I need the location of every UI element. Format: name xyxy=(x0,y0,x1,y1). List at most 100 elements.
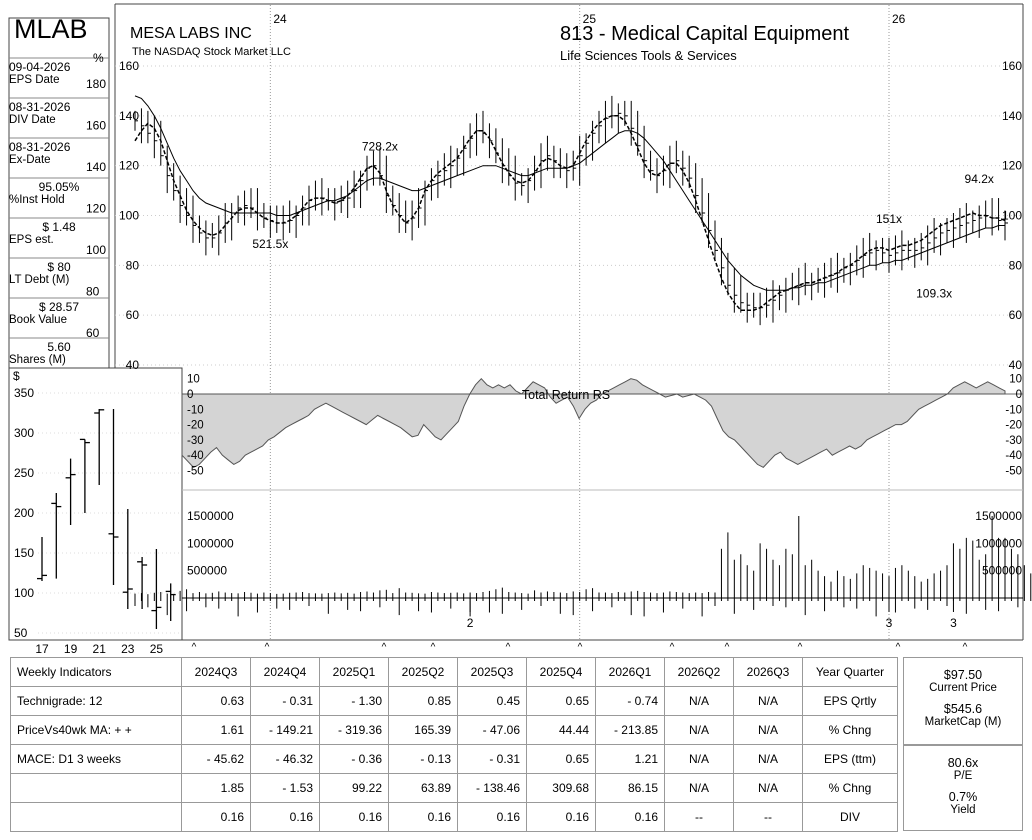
percent-axis-label: 80 xyxy=(86,285,100,299)
price-cap-box: $97.50 Current Price $545.6 MarketCap (M… xyxy=(903,657,1023,745)
indicator-value-cell: 2025Q2 xyxy=(388,657,458,687)
caret-marker: ^ xyxy=(506,642,511,653)
indicator-value-cell: 0.85 xyxy=(388,686,458,716)
indicator-value-cell: 2025Q3 xyxy=(457,657,527,687)
indicator-label-cell: Technigrade: 12 xyxy=(10,686,182,716)
annual-axis-label: 350 xyxy=(14,386,34,400)
price-axis-right-label: 160 xyxy=(1002,59,1022,73)
div-date: 08-31-2026 DIV Date xyxy=(9,100,71,127)
rs-axis-right-label: 10 xyxy=(1009,374,1022,386)
indicator-value-cell: 0.63 xyxy=(181,686,251,716)
dividend-yield: 0.7% xyxy=(948,790,978,804)
indicator-value-cell: - 138.46 xyxy=(457,773,527,803)
price-axis-left-label: 40 xyxy=(126,358,140,372)
volume-bars xyxy=(134,516,1032,617)
pe-annotation-label: 521.5x xyxy=(252,237,288,251)
indicator-value-cell: 2026Q3 xyxy=(733,657,803,687)
rs-axis-right-label: -10 xyxy=(1005,404,1022,416)
percent-axis-label: 120 xyxy=(86,202,106,216)
indicator-value-cell: 0.16 xyxy=(526,802,596,832)
indicator-value-cell: 2026Q2 xyxy=(664,657,734,687)
annual-axis-label: 100 xyxy=(14,586,34,600)
indicator-value-cell: 2026Q1 xyxy=(595,657,665,687)
chart-frames xyxy=(8,3,1024,641)
caret-marker: ^ xyxy=(431,642,436,653)
indicator-value-cell: 0.65 xyxy=(526,686,596,716)
indicator-row: Weekly Indicators 2024Q3 2024Q4 2025Q1 2025Q… xyxy=(10,657,898,687)
price-axis-left-label: 80 xyxy=(126,258,140,272)
annual-range-bars xyxy=(37,409,176,629)
current-price-label: Current Price xyxy=(929,682,997,694)
indicator-value-cell: N/A xyxy=(664,773,734,803)
annual-year-label: 21 xyxy=(93,642,107,655)
indicator-value-cell: N/A xyxy=(733,715,803,745)
caret-marker: ^ xyxy=(265,642,270,653)
indicator-label-cell xyxy=(10,802,182,832)
price-axis-right-label: 60 xyxy=(1009,308,1023,322)
indicator-value-cell: 99.22 xyxy=(319,773,389,803)
eps-estimate: $ 1.48 EPS est. xyxy=(9,220,76,247)
indicator-rowlabel-cell: DIV xyxy=(802,802,898,832)
indicator-rowlabel-cell: % Chng xyxy=(802,715,898,745)
annual-axis-title: $ xyxy=(13,369,20,383)
exchange-name: The NASDAQ Stock Market LLC xyxy=(132,46,291,58)
indicator-value-cell: 1.21 xyxy=(595,744,665,774)
ex-date: 08-31-2026 Ex-Date xyxy=(9,140,71,167)
book-value: $ 28.57 Book Value xyxy=(9,300,80,327)
pe-label: P/E xyxy=(953,770,973,782)
caret-marker: ^ xyxy=(798,642,803,653)
indicator-value-cell: N/A xyxy=(664,744,734,774)
indicator-value-cell: - 47.06 xyxy=(457,715,527,745)
annual-year-label: 23 xyxy=(121,642,135,655)
rs-axis-right-label: -20 xyxy=(1005,420,1022,432)
volume-axis-left-label: 1000000 xyxy=(187,536,234,550)
volume-axis-left-label: 500000 xyxy=(187,564,227,578)
event-marker-label: 2 xyxy=(467,616,474,630)
indicator-value-cell: - 1.53 xyxy=(250,773,320,803)
year-label: 24 xyxy=(273,12,287,26)
indicator-value-cell: N/A xyxy=(733,744,803,774)
caret-marker: ^ xyxy=(578,642,583,653)
indicator-value-cell: 1.61 xyxy=(181,715,251,745)
price-axis-right-label: 140 xyxy=(1002,109,1022,123)
ma-40-week-line xyxy=(134,95,1005,291)
market-cap-label: MarketCap (M) xyxy=(924,716,1002,728)
indicator-label-cell: PriceVs40wk MA: + + xyxy=(10,715,182,745)
pe-annotation-label: 728.2x xyxy=(362,140,398,154)
rs-axis-right-label: -50 xyxy=(1005,466,1022,478)
indicator-value-cell: - 319.36 xyxy=(319,715,389,745)
indicator-value-cell: N/A xyxy=(664,686,734,716)
percent-axis-label: 140 xyxy=(86,160,106,174)
indicator-value-cell: - 213.85 xyxy=(595,715,665,745)
pe-annotation-label: 151x xyxy=(876,212,902,226)
caret-marker: ^ xyxy=(382,642,387,653)
indicator-value-cell: 0.16 xyxy=(250,802,320,832)
indicator-value-cell: -- xyxy=(733,802,803,832)
volume-axis-left-label: 1500000 xyxy=(187,509,234,523)
rs-axis-right-label: -40 xyxy=(1005,450,1022,462)
year-label: 25 xyxy=(583,12,597,26)
pe-annotation-label: 109.3x xyxy=(916,287,952,301)
rs-title: Total Return RS xyxy=(522,388,610,402)
indicator-value-cell: 63.89 xyxy=(388,773,458,803)
industry-group: 813 - Medical Capital Equipment xyxy=(560,23,850,45)
caret-marker: ^ xyxy=(192,642,197,653)
event-marker-label: 3 xyxy=(886,616,893,630)
annual-axis-label: 150 xyxy=(14,546,34,560)
indicator-row: PriceVs40wk MA: + +1.61- 149.21- 319.36 1… xyxy=(10,715,898,745)
caret-marker: ^ xyxy=(963,642,968,653)
indicator-value-cell: - 45.62 xyxy=(181,744,251,774)
annual-axis-label: 300 xyxy=(14,426,34,440)
indicator-value-cell: - 149.21 xyxy=(250,715,320,745)
percent-axis-title: % xyxy=(93,51,104,65)
indicator-value-cell: - 46.32 xyxy=(250,744,320,774)
lt-debt: $ 80 LT Debt (M) xyxy=(9,260,71,287)
pe-annotation-label: 94.2x xyxy=(965,172,994,186)
indicator-value-cell: - 0.74 xyxy=(595,686,665,716)
rs-axis-right-label: 0 xyxy=(1016,389,1022,401)
indicator-value-cell: 2025Q1 xyxy=(319,657,389,687)
caret-marker: ^ xyxy=(896,642,901,653)
indicator-value-cell: 0.16 xyxy=(457,802,527,832)
indicator-row: 1.85- 1.53 99.22 63.89- 138.46 309.68 86.15 N… xyxy=(10,773,898,803)
eps-date: 09-04-2026 EPS Date xyxy=(9,60,71,87)
